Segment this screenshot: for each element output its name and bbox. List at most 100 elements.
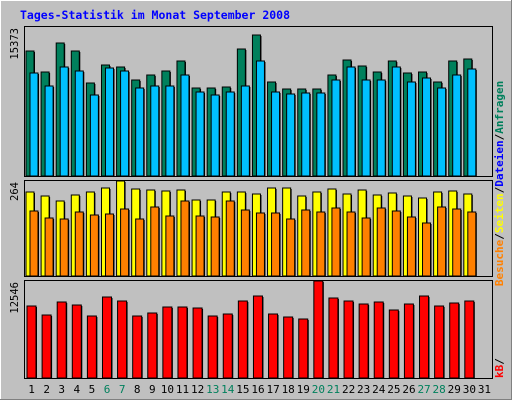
x-tick-label: 6 bbox=[104, 383, 111, 396]
x-tick-label: 26 bbox=[402, 383, 415, 396]
panel-kbytes-bar-kb-day-8-fill bbox=[132, 315, 143, 379]
panel-kbytes-bar-kb-day-3-fill bbox=[56, 301, 67, 379]
legend-separator: / bbox=[493, 133, 506, 140]
panel-requests-files-bar-dateien-day-19 bbox=[301, 92, 311, 177]
x-tick-label: 31 bbox=[478, 383, 491, 396]
panel-requests-files-bar-dateien-day-18 bbox=[286, 93, 296, 177]
panel-requests-files-bar-dateien-day-23-fill bbox=[361, 79, 371, 177]
panel-pages-visits-bar-besuche-day-22 bbox=[346, 211, 357, 277]
panel-kbytes-bar-kb-day-29 bbox=[449, 302, 460, 379]
panel-requests-files-bar-dateien-day-16-fill bbox=[255, 60, 265, 177]
panel-requests-files-bar-dateien-day-23 bbox=[361, 79, 372, 177]
panel-pages-visits-bar-besuche-day-8-fill bbox=[135, 218, 145, 277]
panel-kbytes-bar-kb-day-20 bbox=[313, 280, 324, 379]
panel-requests-files-bar-dateien-day-4 bbox=[74, 70, 85, 177]
panel-kbytes-bar-kb-day-7-fill bbox=[117, 300, 128, 379]
panel-requests-files-bar-dateien-day-12-fill bbox=[195, 91, 205, 177]
x-axis-labels: 1 2 3 4 5 6 7 8 9 10 11 12 13 14 15 16 17 18 19 20 21 22 23 24 2… bbox=[28, 383, 491, 396]
panel-requests-files-bar-dateien-day-7 bbox=[120, 70, 130, 177]
panel-pages-visits-bar-besuche-day-21-fill bbox=[331, 207, 341, 277]
panel-requests-files-bar-dateien-day-16 bbox=[255, 60, 266, 177]
panel-requests-files-bar-dateien-day-1-fill bbox=[29, 72, 39, 177]
panel-kbytes-bar-kb-day-13 bbox=[207, 315, 219, 379]
panel-requests-files-bar-dateien-day-25-fill bbox=[391, 66, 401, 177]
panel-pages-visits-bar-besuche-day-10 bbox=[165, 215, 175, 277]
panel-kbytes-bar-kb-day-29-fill bbox=[449, 302, 460, 379]
panel-kbytes-bar-kb-day-21 bbox=[328, 297, 339, 379]
panel-kbytes-bar-kb-day-25 bbox=[388, 309, 400, 379]
panel-pages-visits-bar-besuche-day-24 bbox=[376, 207, 387, 277]
panel-pages-visits-bar-besuche-day-24-fill bbox=[376, 207, 386, 277]
panel-pages-visits-bar-besuche-day-18 bbox=[286, 218, 296, 277]
panel-requests-files-bar-dateien-day-21-fill bbox=[331, 79, 341, 177]
panel-pages-visits-bar-besuche-day-1-fill bbox=[29, 210, 39, 277]
chart-title: Tages-Statistik im Monat September 2008 bbox=[20, 8, 290, 22]
panel-kbytes-max-label: 12546 bbox=[9, 282, 21, 314]
x-tick-label: 28 bbox=[433, 383, 446, 396]
panel-requests-files-bar-dateien-day-15 bbox=[240, 85, 251, 177]
panel-kbytes-bar-kb-day-22-fill bbox=[343, 300, 354, 379]
x-tick-label: 12 bbox=[191, 383, 204, 396]
legend-visits: Besuche bbox=[493, 239, 506, 286]
panel-kbytes-bar-kb-day-12-fill bbox=[192, 307, 203, 379]
panel-kbytes-bar-kb-day-27 bbox=[419, 295, 430, 379]
panel-pages-visits-bar-besuche-day-3 bbox=[59, 218, 70, 277]
panel-pages-visits-bar-besuche-day-22-fill bbox=[346, 211, 356, 277]
panel-requests-files-bar-dateien-day-1 bbox=[29, 72, 39, 177]
x-tick-label: 14 bbox=[221, 383, 235, 396]
panel-pages-visits-bar-besuche-day-10-fill bbox=[165, 215, 175, 277]
panel-requests-files-bar-dateien-day-17 bbox=[271, 91, 281, 177]
panel-pages-visits-bar-besuche-day-16 bbox=[255, 212, 266, 277]
panel-pages-visits-bar-besuche-day-6 bbox=[104, 213, 115, 277]
panel-kbytes-bar-kb-day-7 bbox=[117, 300, 128, 379]
x-tick-label: 17 bbox=[266, 383, 279, 396]
panel-kbytes-bar-kb-day-3 bbox=[56, 301, 68, 379]
legend-separator: / bbox=[493, 358, 506, 365]
panel-pages-visits-bar-besuche-day-12-fill bbox=[195, 215, 205, 277]
panel-requests-files-bar-dateien-day-19-fill bbox=[301, 92, 311, 177]
panel-pages-visits-bar-besuche-day-23-fill bbox=[361, 217, 371, 277]
panel-pages-visits-bar-besuche-day-1 bbox=[29, 210, 39, 277]
panel-kbytes-bar-kb-day-27-fill bbox=[419, 295, 430, 379]
panel-kbytes-bar-kb-day-15 bbox=[237, 300, 249, 379]
x-tick-label: 13 bbox=[206, 383, 219, 396]
x-tick-label: 19 bbox=[297, 383, 310, 396]
panel-requests-files-bar-dateien-day-27 bbox=[422, 77, 432, 177]
panel-requests-files-bar-dateien-day-13 bbox=[210, 94, 221, 177]
panel-kbytes-bar-kb-day-5 bbox=[86, 315, 98, 379]
panel-requests-files-max-label: 15373 bbox=[9, 28, 21, 60]
panel-pages-visits-bar-besuche-day-2-fill bbox=[44, 217, 54, 277]
panel-kbytes-bar-kb-day-24-fill bbox=[373, 301, 384, 379]
panel-kbytes-bar-kb-day-10-fill bbox=[162, 306, 173, 379]
panel-requests-files-bar-dateien-day-4-fill bbox=[74, 70, 84, 177]
panel-kbytes-bar-kb-day-8 bbox=[132, 315, 143, 379]
panel-requests-files-bar-dateien-day-28 bbox=[437, 87, 447, 177]
x-tick-label: 27 bbox=[417, 383, 430, 396]
x-tick-label: 20 bbox=[312, 383, 325, 396]
panel-requests-files-bar-dateien-day-6 bbox=[104, 67, 115, 177]
legend-pages: Seiten bbox=[493, 193, 506, 233]
panel-kbytes-bar-kb-day-5-fill bbox=[86, 315, 97, 379]
panel-kbytes-bar-kb-day-11 bbox=[177, 306, 188, 379]
panel-pages-visits-bar-besuche-day-27-fill bbox=[422, 222, 432, 277]
panel-kbytes-bar-kb-day-22 bbox=[343, 300, 355, 379]
panel-requests-files-bar-dateien-day-30-fill bbox=[467, 68, 477, 177]
panel-kbytes-bar-kb-day-13-fill bbox=[207, 315, 218, 379]
panel-pages-visits-bar-besuche-day-13 bbox=[210, 216, 221, 277]
panel-requests-files-bar-dateien-day-20-fill bbox=[316, 92, 326, 177]
panel-requests-files-bar-dateien-day-22-fill bbox=[346, 66, 356, 177]
legend-hits: Anfragen bbox=[493, 81, 506, 134]
panel-pages-visits-bar-besuche-day-19 bbox=[301, 209, 311, 277]
panel-requests-files-bar-dateien-day-11 bbox=[180, 74, 190, 177]
panel-pages-visits-bar-besuche-day-25 bbox=[391, 210, 402, 277]
panel-pages-visits-bar-besuche-day-20 bbox=[316, 211, 326, 277]
panel-pages-visits-bar-besuche-day-9 bbox=[150, 206, 160, 277]
panel-kbytes-bar-kb-day-12 bbox=[192, 307, 204, 379]
panel-kbytes-bar-kb-day-23 bbox=[358, 303, 370, 379]
series-legend: kB/Besuche/Seiten/Dateien/Anfragen bbox=[493, 81, 506, 378]
panel-requests-files-bar-dateien-day-29 bbox=[452, 74, 462, 177]
x-tick-label: 30 bbox=[463, 383, 476, 396]
panel-kbytes-bar-kb-day-21-fill bbox=[328, 297, 339, 379]
panel-pages-visits-bar-besuche-day-8 bbox=[135, 218, 145, 277]
panel-kbytes-bar-kb-day-17 bbox=[268, 313, 279, 379]
